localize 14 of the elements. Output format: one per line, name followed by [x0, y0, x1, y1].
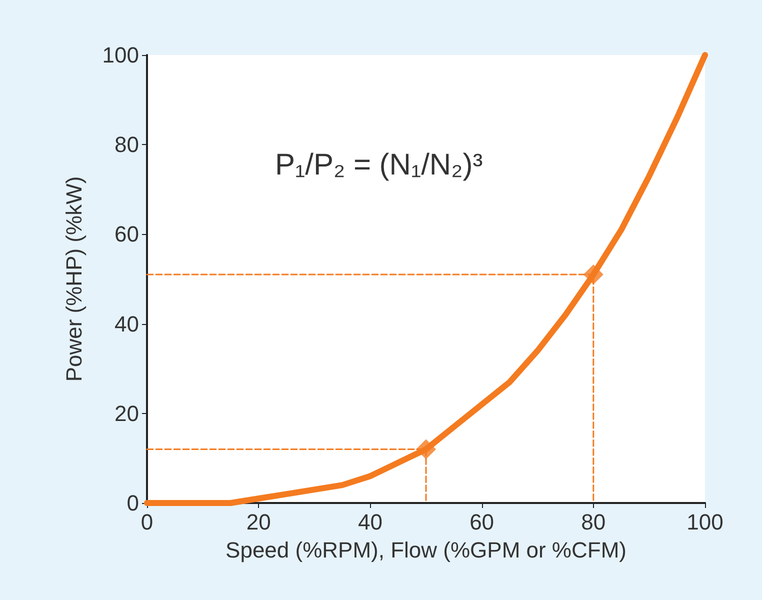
- x-tick-label: 80: [581, 510, 606, 534]
- x-tick-label: 60: [470, 510, 494, 534]
- y-tick-label: 20: [114, 400, 139, 426]
- y-tick-label: 40: [114, 311, 139, 336]
- y-tick-label: 0: [126, 490, 139, 516]
- x-tick-label: 20: [246, 510, 271, 534]
- annotation: P₁/P₂ = (N₁/N₂)³: [275, 148, 483, 182]
- y-tick-label: 100: [102, 42, 139, 68]
- x-tick-label: 40: [358, 510, 382, 534]
- y-axis-title: Power (%HP) (%kW): [62, 176, 86, 382]
- y-tick-label: 60: [114, 222, 139, 247]
- x-axis-title: Speed (%RPM), Flow (%GPM or %CFM): [226, 538, 626, 562]
- x-tick-label: 100: [686, 510, 724, 534]
- y-tick-label: 80: [114, 132, 139, 158]
